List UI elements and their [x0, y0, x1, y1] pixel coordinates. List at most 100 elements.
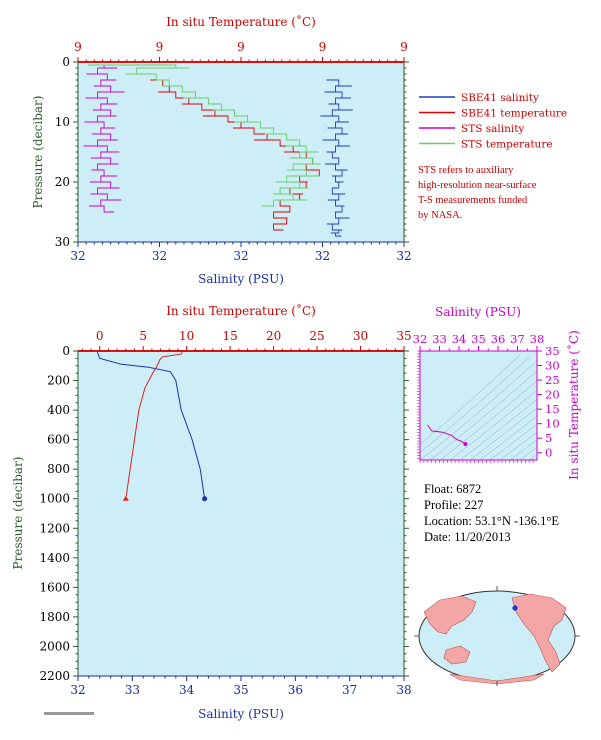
- ts-top-tick-label: 35: [471, 332, 486, 346]
- near-surface-legend: SBE41 salinity SBE41 temperature STS salin…: [419, 92, 567, 151]
- p2-top-tick-label: 15: [222, 329, 237, 343]
- p2-bottom-tick-label: 34: [179, 683, 195, 697]
- p2-y-tick-label: 1200: [39, 521, 70, 535]
- ts-density-contour: [499, 431, 537, 460]
- p1-y-tick-label: 20: [55, 175, 70, 189]
- ts-end-marker: [463, 442, 468, 447]
- near-surface-plot-area: [78, 62, 404, 242]
- ts-top-tick-label: 36: [491, 332, 506, 346]
- ts-top-tick-label: 32: [413, 332, 428, 346]
- near-surface-bottom-axis-label: Salinity (PSU): [198, 272, 284, 286]
- p1-top-tick-label: 9: [237, 40, 245, 54]
- ts-density-contour: [420, 360, 537, 460]
- ts-top-tick-label: 33: [432, 332, 447, 346]
- legend-label: STS salinity: [461, 123, 524, 135]
- p2-top-tick-label: 20: [266, 329, 281, 343]
- ts-density-contour: [489, 424, 537, 460]
- ts-right-tick-label: 0: [545, 446, 552, 460]
- p2-top-tick-label: 0: [96, 329, 104, 343]
- p2-y-tick-label: 400: [47, 403, 70, 417]
- ts-plot-area: [420, 351, 537, 460]
- p2-y-tick-label: 200: [47, 374, 70, 388]
- ts-density-contour: [529, 454, 537, 460]
- p1-series-sts-temperature: [88, 64, 321, 207]
- p2-bottom-tick-label: 37: [342, 683, 357, 697]
- ts-right-tick-label: 5: [545, 431, 552, 445]
- ts-right-tick-label: 10: [545, 417, 560, 431]
- full-depth-series: [96, 350, 208, 502]
- p1-top-tick-label: 9: [156, 40, 164, 54]
- ts-density-contour: [459, 398, 537, 460]
- p2-top-tick-label: 10: [179, 329, 194, 343]
- p1-series-sts-salinity: [83, 64, 125, 213]
- p2-y-tick-label: 600: [47, 433, 70, 447]
- sts-note-line-2: high-resolution near-surface: [418, 180, 537, 191]
- p1-top-tick-label: 9: [319, 40, 327, 54]
- ts-curve: [427, 424, 466, 445]
- full-depth-y-axis-label: Pressure (decibar): [11, 457, 25, 570]
- near-surface-top-axis-label: In situ Temperature (˚C): [166, 14, 316, 29]
- ts-top-tick-label: 38: [530, 332, 545, 346]
- sts-note-line-4: by NASA.: [418, 210, 463, 221]
- p2-y-tick-label: 800: [47, 462, 70, 476]
- map-australia-land: [443, 645, 471, 665]
- world-map-inset: [414, 586, 580, 686]
- p2-y-tick-label: 1800: [39, 610, 70, 624]
- p1-top-tick-label: 9: [74, 40, 82, 54]
- ts-density-contour: [420, 356, 531, 453]
- sts-note-line-3: T-S measurements funded: [418, 195, 528, 206]
- p2-bottom-tick-label: 33: [125, 683, 140, 697]
- ts-series: [427, 424, 468, 447]
- p2-top-tick-label: 35: [396, 329, 411, 343]
- ts-right-tick-label: 30: [545, 359, 560, 373]
- p1-bottom-tick-label: 32: [70, 249, 85, 263]
- p1-bottom-tick-label: 32: [233, 249, 248, 263]
- map-asia-land: [423, 595, 477, 635]
- p2-y-tick-label: 1000: [39, 492, 70, 506]
- p2-bottom-tick-label: 36: [288, 683, 303, 697]
- legend-label: SBE41 temperature: [461, 108, 567, 120]
- legend-label: SBE41 salinity: [461, 92, 539, 104]
- p2-temperature-line: [125, 350, 183, 499]
- profile-date: Date: 11/20/2013: [424, 530, 511, 544]
- sts-note-line-1: STS refers to auxiliary: [418, 165, 514, 176]
- ts-density-contour: [420, 354, 521, 445]
- full-depth-axes: 0 5 10 15 20 25 30 35 32 33 34 35 36 37 38 0 200 400 600 80…: [39, 329, 411, 697]
- full-depth-bottom-axis-label: Salinity (PSU): [198, 707, 284, 721]
- map-frame-ticks: [414, 586, 580, 686]
- p1-top-tick-label: 9: [400, 40, 408, 54]
- p2-salinity-end-marker: [202, 496, 208, 502]
- ts-density-contour: [449, 389, 537, 460]
- ts-density-contour: [429, 370, 537, 460]
- p2-y-tick-label: 2000: [39, 639, 70, 653]
- ts-top-tick-label: 37: [510, 332, 525, 346]
- p2-top-tick-label: 30: [353, 329, 368, 343]
- map-america-land: [511, 593, 567, 673]
- full-depth-panel: 0 5 10 15 20 25 30 35 32 33 34 35 36 37 38 0 200 400 600 80…: [11, 303, 412, 721]
- near-surface-series: [83, 64, 353, 237]
- profile-number: Profile: 227: [424, 498, 484, 512]
- ts-top-tick-label: 34: [452, 332, 467, 346]
- ts-density-contour: [439, 380, 537, 460]
- p2-top-tick-label: 25: [309, 329, 324, 343]
- p1-series-sbe41-salinity: [320, 79, 353, 237]
- full-depth-top-axis-label: In situ Temperature (˚C): [166, 303, 316, 318]
- p2-bottom-tick-label: 35: [233, 683, 248, 697]
- ts-right-tick-label: 15: [545, 402, 560, 416]
- ts-density-contour: [479, 415, 537, 460]
- ts-density-contours: [420, 354, 537, 460]
- p1-bottom-tick-label: 32: [396, 249, 411, 263]
- p1-bottom-tick-label: 32: [315, 249, 330, 263]
- p2-bottom-tick-label: 32: [70, 683, 85, 697]
- p1-y-tick-label: 10: [55, 115, 70, 129]
- float-id: Float: 6872: [424, 482, 482, 496]
- ts-density-contour: [509, 439, 537, 460]
- ts-top-axis-label: Salinity (PSU): [435, 305, 521, 319]
- legend-label: STS temperature: [461, 139, 553, 151]
- ts-right-tick-label: 25: [545, 373, 560, 387]
- p2-y-tick-label: 2200: [39, 669, 70, 683]
